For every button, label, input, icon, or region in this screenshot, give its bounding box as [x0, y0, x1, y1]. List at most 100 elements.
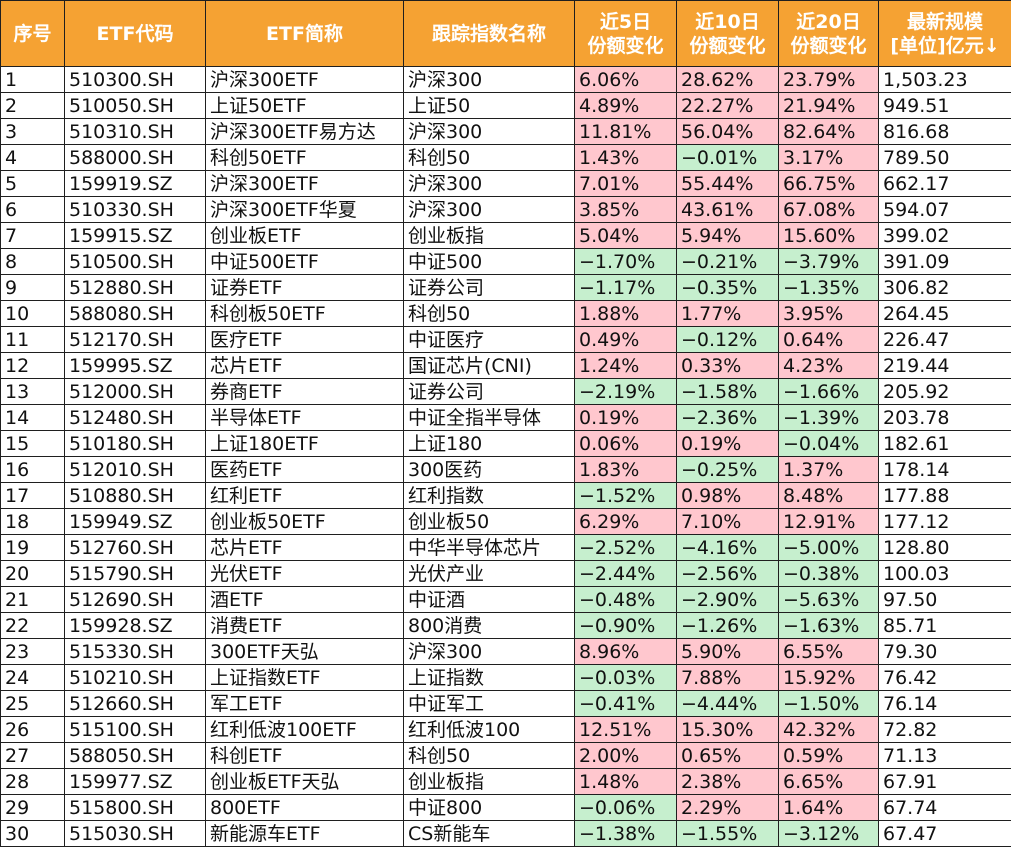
cell-tracked-index: 沪深300 [403, 66, 575, 93]
cell-tracked-index: 创业板50 [403, 508, 575, 535]
cell-chg10: −2.36% [676, 404, 779, 431]
cell-index: 23 [0, 638, 65, 665]
cell-chg10: 28.62% [676, 66, 779, 93]
header-chg10-line2: 份额变化 [689, 34, 766, 57]
cell-index: 26 [0, 716, 65, 743]
cell-chg20: −1.50% [778, 690, 879, 717]
cell-chg5: 7.01% [574, 170, 677, 197]
cell-chg5: 1.48% [574, 768, 677, 795]
table-row: 14 512480.SH 半导体ETF 中证全指半导体 0.19% −2.36% −1.39… [0, 404, 1011, 431]
cell-chg5: −1.70% [574, 248, 677, 275]
cell-tracked-index: 红利低波100 [403, 716, 575, 743]
cell-chg20: 67.08% [778, 196, 879, 223]
cell-code: 588050.SH [64, 742, 206, 769]
cell-size: 67.91 [878, 768, 1011, 795]
cell-chg10: −0.25% [676, 456, 779, 483]
cell-index: 6 [0, 196, 65, 223]
cell-tracked-index: 中证酒 [403, 586, 575, 613]
cell-chg5: −2.52% [574, 534, 677, 561]
cell-code: 159995.SZ [64, 352, 206, 379]
header-size-line2: [单位]亿元↓ [890, 34, 1000, 57]
cell-index: 9 [0, 274, 65, 301]
cell-chg20: −5.00% [778, 534, 879, 561]
table-header: 序号 ETF代码 ETF简称 跟踪指数名称 近5日 份额变化 近10日 份额变化… [0, 0, 1011, 67]
cell-code: 515330.SH [64, 638, 206, 665]
cell-etf-name: 沪深300ETF易方达 [205, 118, 404, 145]
cell-chg20: 6.55% [778, 638, 879, 665]
header-chg10: 近10日 份额变化 [676, 0, 779, 67]
table-row: 2 510050.SH 上证50ETF 上证50 4.89% 22.27% 21.94% 94… [0, 92, 1011, 119]
cell-etf-name: 科创板50ETF [205, 300, 404, 327]
table-row: 10 588080.SH 科创板50ETF 科创50 1.88% 1.77% 3.95% 26… [0, 300, 1011, 327]
cell-chg10: −1.58% [676, 378, 779, 405]
cell-chg20: 0.59% [778, 742, 879, 769]
cell-index: 12 [0, 352, 65, 379]
table-row: 5 159919.SZ 沪深300ETF 沪深300 7.01% 55.44% 66.75%… [0, 170, 1011, 197]
cell-code: 159919.SZ [64, 170, 206, 197]
cell-etf-name: 创业板ETF天弘 [205, 768, 404, 795]
cell-etf-name: 半导体ETF [205, 404, 404, 431]
cell-tracked-index: CS新能车 [403, 820, 575, 847]
cell-chg10: 22.27% [676, 92, 779, 119]
cell-tracked-index: 证券公司 [403, 378, 575, 405]
cell-chg5: −0.48% [574, 586, 677, 613]
cell-index: 17 [0, 482, 65, 509]
cell-chg10: −0.12% [676, 326, 779, 353]
table-row: 22 159928.SZ 消费ETF 800消费 −0.90% −1.26% −1.63% 8… [0, 612, 1011, 639]
table-body: 1 510300.SH 沪深300ETF 沪深300 6.06% 28.62% 23.79%… [0, 66, 1011, 847]
cell-etf-name: 800ETF [205, 794, 404, 821]
cell-size: 100.03 [878, 560, 1011, 587]
cell-code: 510500.SH [64, 248, 206, 275]
cell-chg5: −2.44% [574, 560, 677, 587]
cell-index: 1 [0, 66, 65, 93]
cell-index: 14 [0, 404, 65, 431]
cell-index: 29 [0, 794, 65, 821]
cell-code: 512880.SH [64, 274, 206, 301]
cell-size: 816.68 [878, 118, 1011, 145]
cell-code: 515100.SH [64, 716, 206, 743]
cell-tracked-index: 创业板指 [403, 768, 575, 795]
cell-chg10: −2.90% [676, 586, 779, 613]
cell-size: 789.50 [878, 144, 1011, 171]
cell-chg5: −1.52% [574, 482, 677, 509]
cell-etf-name: 券商ETF [205, 378, 404, 405]
cell-size: 949.51 [878, 92, 1011, 119]
cell-chg20: 3.95% [778, 300, 879, 327]
cell-chg20: −0.04% [778, 430, 879, 457]
cell-index: 15 [0, 430, 65, 457]
cell-code: 588000.SH [64, 144, 206, 171]
cell-chg20: −1.63% [778, 612, 879, 639]
cell-etf-name: 上证指数ETF [205, 664, 404, 691]
cell-chg10: −0.21% [676, 248, 779, 275]
cell-chg10: 2.38% [676, 768, 779, 795]
cell-chg20: 8.48% [778, 482, 879, 509]
cell-size: 85.71 [878, 612, 1011, 639]
cell-code: 588080.SH [64, 300, 206, 327]
cell-size: 177.88 [878, 482, 1011, 509]
table-row: 30 515030.SH 新能源车ETF CS新能车 −1.38% −1.55% −3.12… [0, 820, 1011, 847]
cell-size: 203.78 [878, 404, 1011, 431]
cell-index: 16 [0, 456, 65, 483]
cell-etf-name: 沪深300ETF [205, 66, 404, 93]
table-row: 29 515800.SH 800ETF 中证800 −0.06% 2.29% 1.64% 67… [0, 794, 1011, 821]
cell-size: 264.45 [878, 300, 1011, 327]
cell-chg10: 7.10% [676, 508, 779, 535]
cell-tracked-index: 上证50 [403, 92, 575, 119]
cell-etf-name: 上证180ETF [205, 430, 404, 457]
cell-tracked-index: 沪深300 [403, 170, 575, 197]
cell-chg10: 43.61% [676, 196, 779, 223]
table-row: 21 512690.SH 酒ETF 中证酒 −0.48% −2.90% −5.63% 97.5… [0, 586, 1011, 613]
cell-chg10: 1.77% [676, 300, 779, 327]
cell-size: 594.07 [878, 196, 1011, 223]
cell-chg20: 15.92% [778, 664, 879, 691]
cell-chg5: −1.38% [574, 820, 677, 847]
cell-chg5: 1.88% [574, 300, 677, 327]
table-row: 3 510310.SH 沪深300ETF易方达 沪深300 11.81% 56.04% 82… [0, 118, 1011, 145]
header-code: ETF代码 [64, 0, 206, 67]
cell-chg5: 1.24% [574, 352, 677, 379]
table-row: 11 512170.SH 医疗ETF 中证医疗 0.49% −0.12% 0.64% 226.… [0, 326, 1011, 353]
cell-tracked-index: 科创50 [403, 742, 575, 769]
table-row: 9 512880.SH 证券ETF 证券公司 −1.17% −0.35% −1.35% 306… [0, 274, 1011, 301]
cell-chg10: 0.33% [676, 352, 779, 379]
cell-tracked-index: 上证指数 [403, 664, 575, 691]
